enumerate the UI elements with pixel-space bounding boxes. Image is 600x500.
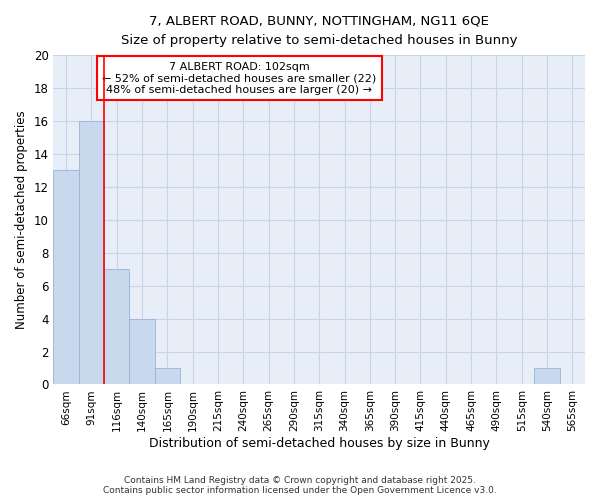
Y-axis label: Number of semi-detached properties: Number of semi-detached properties <box>15 110 28 329</box>
Bar <box>535 368 560 384</box>
Bar <box>104 269 130 384</box>
Bar <box>155 368 180 384</box>
Bar <box>53 170 79 384</box>
Bar <box>79 121 104 384</box>
Text: 7 ALBERT ROAD: 102sqm
← 52% of semi-detached houses are smaller (22)
48% of semi: 7 ALBERT ROAD: 102sqm ← 52% of semi-deta… <box>103 62 377 95</box>
X-axis label: Distribution of semi-detached houses by size in Bunny: Distribution of semi-detached houses by … <box>149 437 490 450</box>
Title: 7, ALBERT ROAD, BUNNY, NOTTINGHAM, NG11 6QE
Size of property relative to semi-de: 7, ALBERT ROAD, BUNNY, NOTTINGHAM, NG11 … <box>121 15 517 47</box>
Text: Contains HM Land Registry data © Crown copyright and database right 2025.
Contai: Contains HM Land Registry data © Crown c… <box>103 476 497 495</box>
Bar <box>130 318 155 384</box>
